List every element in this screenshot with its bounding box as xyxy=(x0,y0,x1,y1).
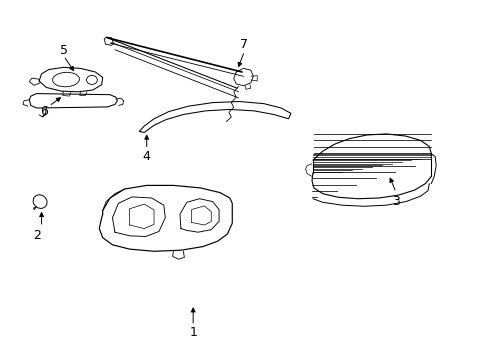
Text: 7: 7 xyxy=(240,39,248,51)
Text: 2: 2 xyxy=(33,229,41,242)
Text: 4: 4 xyxy=(142,150,150,163)
Text: 1: 1 xyxy=(189,327,197,339)
Text: 5: 5 xyxy=(60,44,67,57)
Text: 3: 3 xyxy=(391,195,399,208)
Text: 6: 6 xyxy=(40,105,48,118)
